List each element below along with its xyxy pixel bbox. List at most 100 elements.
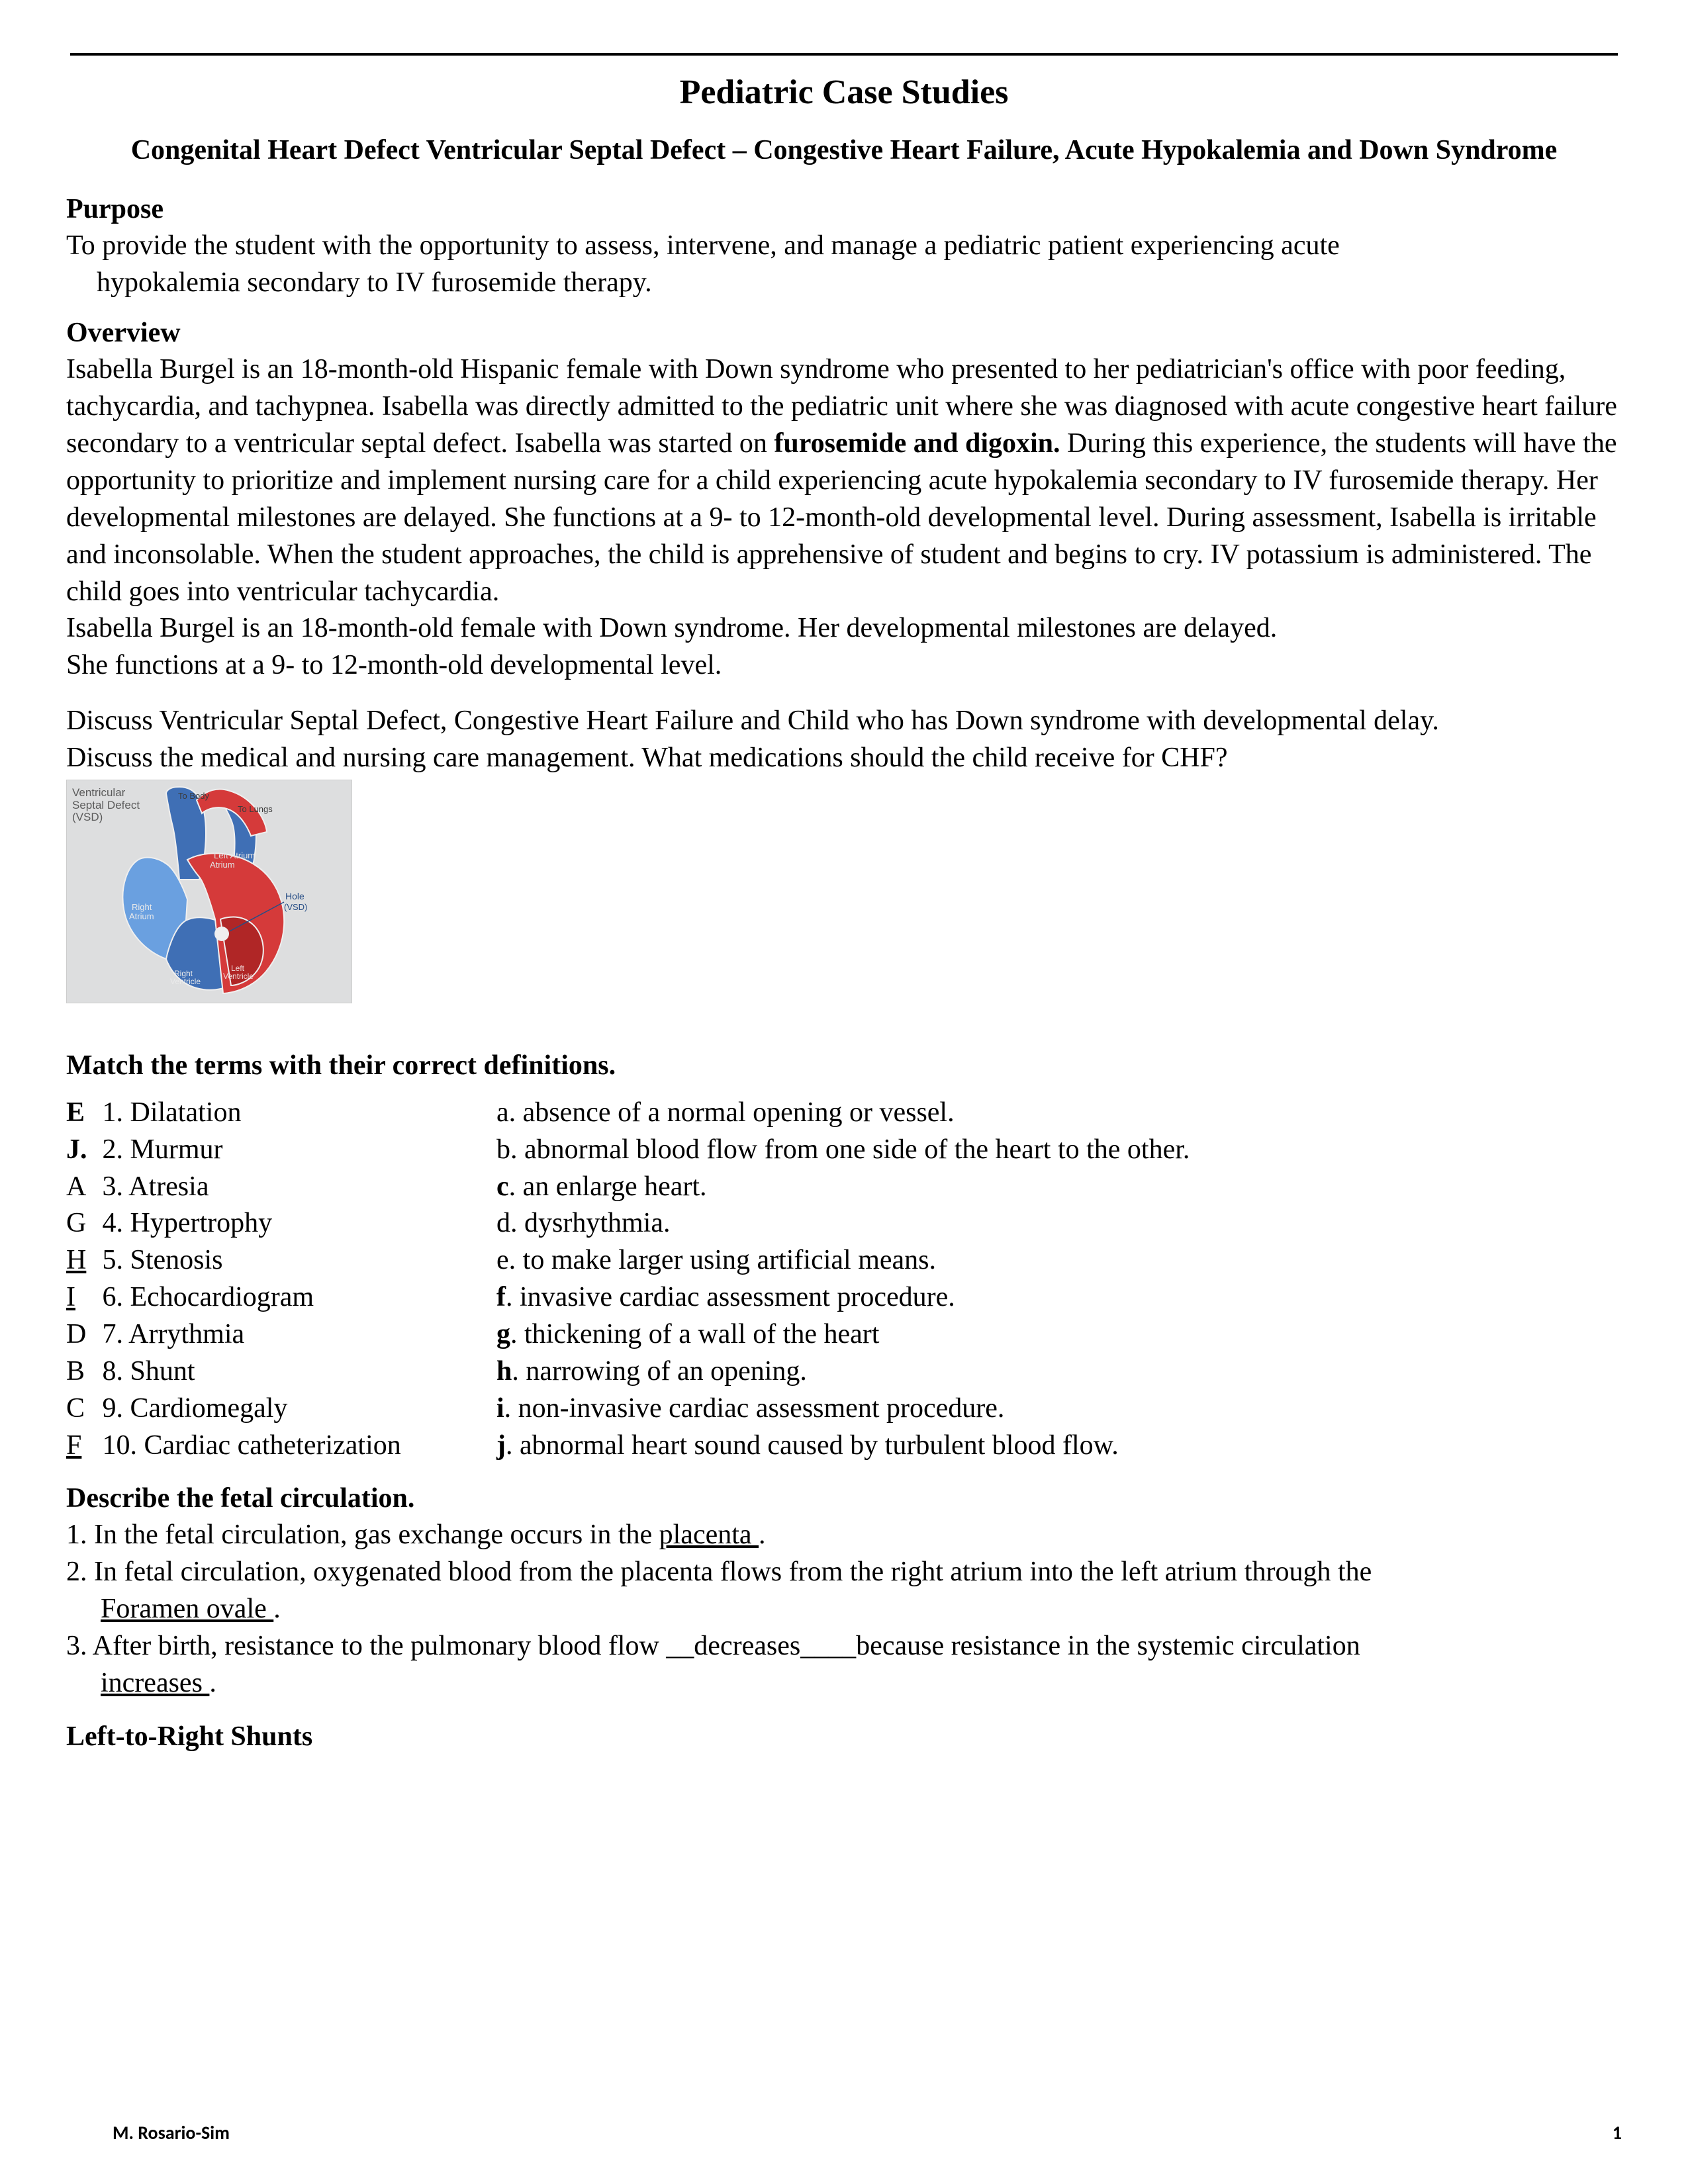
match-def-letter: f [496,1282,506,1312]
svg-text:To Body: To Body [178,791,209,801]
match-left-row: F 10. Cardiac catheterization [66,1428,490,1465]
match-def-letter: h [496,1356,512,1387]
match-definition: a. absence of a normal opening or vessel… [496,1095,1556,1132]
match-def-text: . invasive cardiac assessment procedure. [506,1282,955,1312]
match-answer: F [66,1428,95,1465]
purpose-line1: To provide the student with the opportun… [66,230,1340,261]
page-footer: M. Rosario-Sim 1 [66,2121,1622,2144]
match-def-text: . narrowing of an opening. [512,1356,807,1387]
svg-text:Hole: Hole [285,891,305,901]
svg-text:(VSD): (VSD) [284,902,307,912]
match-answer: G [66,1205,95,1242]
vsd-l2: Septal Defect [72,799,140,811]
page-subtitle: Congenital Heart Defect Ventricular Sept… [66,132,1622,169]
match-term: 9. Cardiomegaly [95,1393,287,1424]
match-left-row: B 8. Shunt [66,1353,490,1390]
match-answer: B [66,1353,95,1390]
svg-text:To Lungs: To Lungs [238,804,273,814]
match-definition: i. non-invasive cardiac assessment proce… [496,1390,1556,1428]
match-answer: E [66,1095,95,1132]
fetal-q2: 2. In fetal circulation, oxygenated bloo… [66,1554,1622,1628]
match-answer: J. [66,1132,95,1169]
match-def-text: . absence of a normal opening or vessel. [509,1097,955,1128]
fetal-q2a: 2. In fetal circulation, oxygenated bloo… [66,1557,1372,1587]
svg-text:Ventricle: Ventricle [223,972,254,981]
purpose-heading: Purpose [66,193,1622,225]
match-term: 2. Murmur [95,1134,223,1165]
fetal-q3c: . [209,1668,216,1698]
match-definition: g. thickening of a wall of the heart [496,1316,1556,1353]
overview-discuss2: Discuss the medical and nursing care man… [66,740,1622,777]
match-answer: D [66,1316,95,1353]
match-definition: j. abnormal heart sound caused by turbul… [496,1428,1556,1465]
matching-table: E 1. Dilatationa. absence of a normal op… [66,1095,1622,1465]
match-def-letter: c [496,1171,509,1202]
page-title: Pediatric Case Studies [66,73,1622,112]
purpose-text: To provide the student with the opportun… [66,228,1622,302]
svg-text:Left Atrium: Left Atrium [214,850,255,860]
vsd-diagram-title: Ventricular Septal Defect (VSD) [72,787,140,824]
purpose-line2: hypokalemia secondary to IV furosemide t… [97,267,652,298]
footer-author: M. Rosario-Sim [113,2121,230,2144]
match-def-text: . thickening of a wall of the heart [510,1319,879,1349]
svg-text:Right: Right [132,902,152,912]
fetal-q1u: placenta [659,1520,759,1550]
overview-para1: Isabella Burgel is an 18-month-old Hispa… [66,351,1622,610]
match-def-letter: i [496,1393,504,1424]
fetal-q2u: Foramen ovale [101,1594,273,1624]
match-term: 7. Arrythmia [95,1319,244,1349]
match-def-letter: j [496,1430,506,1461]
match-term: 6. Echocardiogram [95,1282,314,1312]
match-left-row: A 3. Atresia [66,1169,490,1206]
svg-text:Ventricle: Ventricle [170,977,201,986]
shunts-heading: Left-to-Right Shunts [66,1721,1622,1752]
match-left-row: H 5. Stenosis [66,1242,490,1279]
match-answer: I [66,1279,95,1316]
match-answer: C [66,1390,95,1428]
match-term: 3. Atresia [95,1171,209,1202]
fetal-heading: Describe the fetal circulation. [66,1482,1622,1514]
match-left-row: C 9. Cardiomegaly [66,1390,490,1428]
overview-p1b: furosemide and digoxin. [774,428,1060,459]
overview-para2: Isabella Burgel is an 18-month-old femal… [66,610,1622,647]
fetal-q1c: . [759,1520,766,1550]
match-def-letter: b [496,1134,510,1165]
match-def-text: . to make larger using artificial means. [509,1245,936,1275]
top-divider [70,53,1618,56]
match-def-letter: e [496,1245,509,1275]
fetal-q1: 1. In the fetal circulation, gas exchang… [66,1517,1622,1554]
match-def-text: . abnormal blood flow from one side of t… [510,1134,1190,1165]
match-left-row: G 4. Hypertrophy [66,1205,490,1242]
svg-text:Atrium: Atrium [129,911,154,921]
fetal-list: 1. In the fetal circulation, gas exchang… [66,1517,1622,1702]
match-term: 10. Cardiac catheterization [95,1430,401,1461]
match-def-letter: a [496,1097,509,1128]
svg-text:Atrium: Atrium [210,860,235,870]
match-definition: c. an enlarge heart. [496,1169,1556,1206]
vsd-l1: Ventricular [72,786,125,799]
match-term: 5. Stenosis [95,1245,223,1275]
vsd-l3: (VSD) [72,811,103,823]
match-def-letter: d [496,1208,510,1238]
match-def-text: . an enlarge heart. [509,1171,707,1202]
footer-page-number: 1 [1613,2121,1622,2144]
match-def-text: . non-invasive cardiac assessment proced… [504,1393,1005,1424]
match-def-text: . dysrhythmia. [510,1208,670,1238]
fetal-q1a: 1. In the fetal circulation, gas exchang… [66,1520,659,1550]
match-left-row: D 7. Arrythmia [66,1316,490,1353]
match-definition: f. invasive cardiac assessment procedure… [496,1279,1556,1316]
match-definition: d. dysrhythmia. [496,1205,1556,1242]
matching-heading: Match the terms with their correct defin… [66,1050,1622,1081]
match-left-row: E 1. Dilatation [66,1095,490,1132]
match-def-text: . abnormal heart sound caused by turbule… [506,1430,1119,1461]
match-term: 1. Dilatation [95,1097,241,1128]
match-term: 4. Hypertrophy [95,1208,272,1238]
overview-para3: She functions at a 9- to 12-month-old de… [66,647,1622,684]
match-term: 8. Shunt [95,1356,195,1387]
match-def-letter: g [496,1319,510,1349]
match-definition: e. to make larger using artificial means… [496,1242,1556,1279]
match-definition: b. abnormal blood flow from one side of … [496,1132,1556,1169]
match-left-row: J. 2. Murmur [66,1132,490,1169]
vsd-diagram: Ventricular Septal Defect (VSD) [66,780,352,1003]
match-answer: A [66,1169,95,1206]
